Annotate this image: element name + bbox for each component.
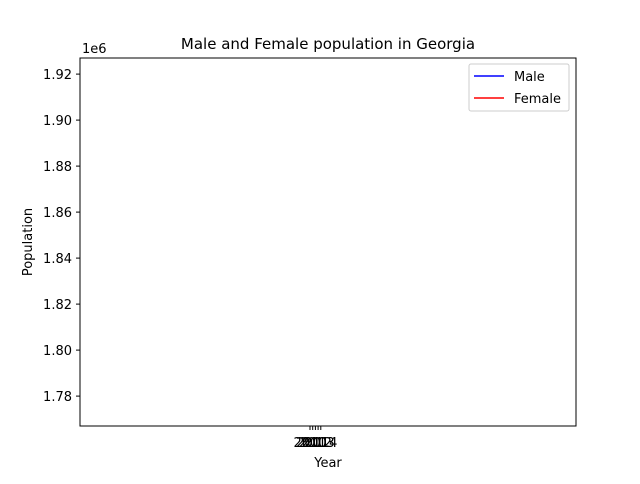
- y-tick-label: 1.82: [43, 298, 72, 313]
- y-tick-label: 1.86: [43, 206, 72, 221]
- y-axis: 1.78 1.80 1.82 1.84 1.86 1.88 1.90 1.92: [43, 68, 80, 405]
- y-offset-label: 1e6: [82, 42, 107, 57]
- y-tick-label: 1.80: [43, 344, 72, 359]
- y-tick-label: 1.84: [43, 252, 72, 267]
- y-axis-label: Population: [21, 208, 36, 276]
- y-tick-label: 1.88: [43, 160, 72, 175]
- legend-label-male: Male: [514, 70, 545, 85]
- x-axis-label: Year: [313, 456, 342, 471]
- y-tick-label: 1.92: [43, 68, 72, 83]
- legend-label-female: Female: [514, 92, 561, 107]
- y-tick-label: 1.90: [43, 114, 72, 129]
- x-tick-label: 2012: [299, 436, 332, 451]
- y-tick-label: 1.78: [43, 390, 72, 405]
- plot-frame: [79, 57, 577, 427]
- x-tick-label: 2010: [293, 436, 326, 451]
- legend: Male Female: [468, 63, 570, 112]
- x-tick-label: 2011: [296, 436, 329, 451]
- plot-area: [79, 57, 577, 427]
- chart-title: Male and Female population in Georgia: [181, 35, 475, 53]
- x-tick-label: 2013: [302, 436, 335, 451]
- x-tick-label: 2014: [304, 436, 337, 451]
